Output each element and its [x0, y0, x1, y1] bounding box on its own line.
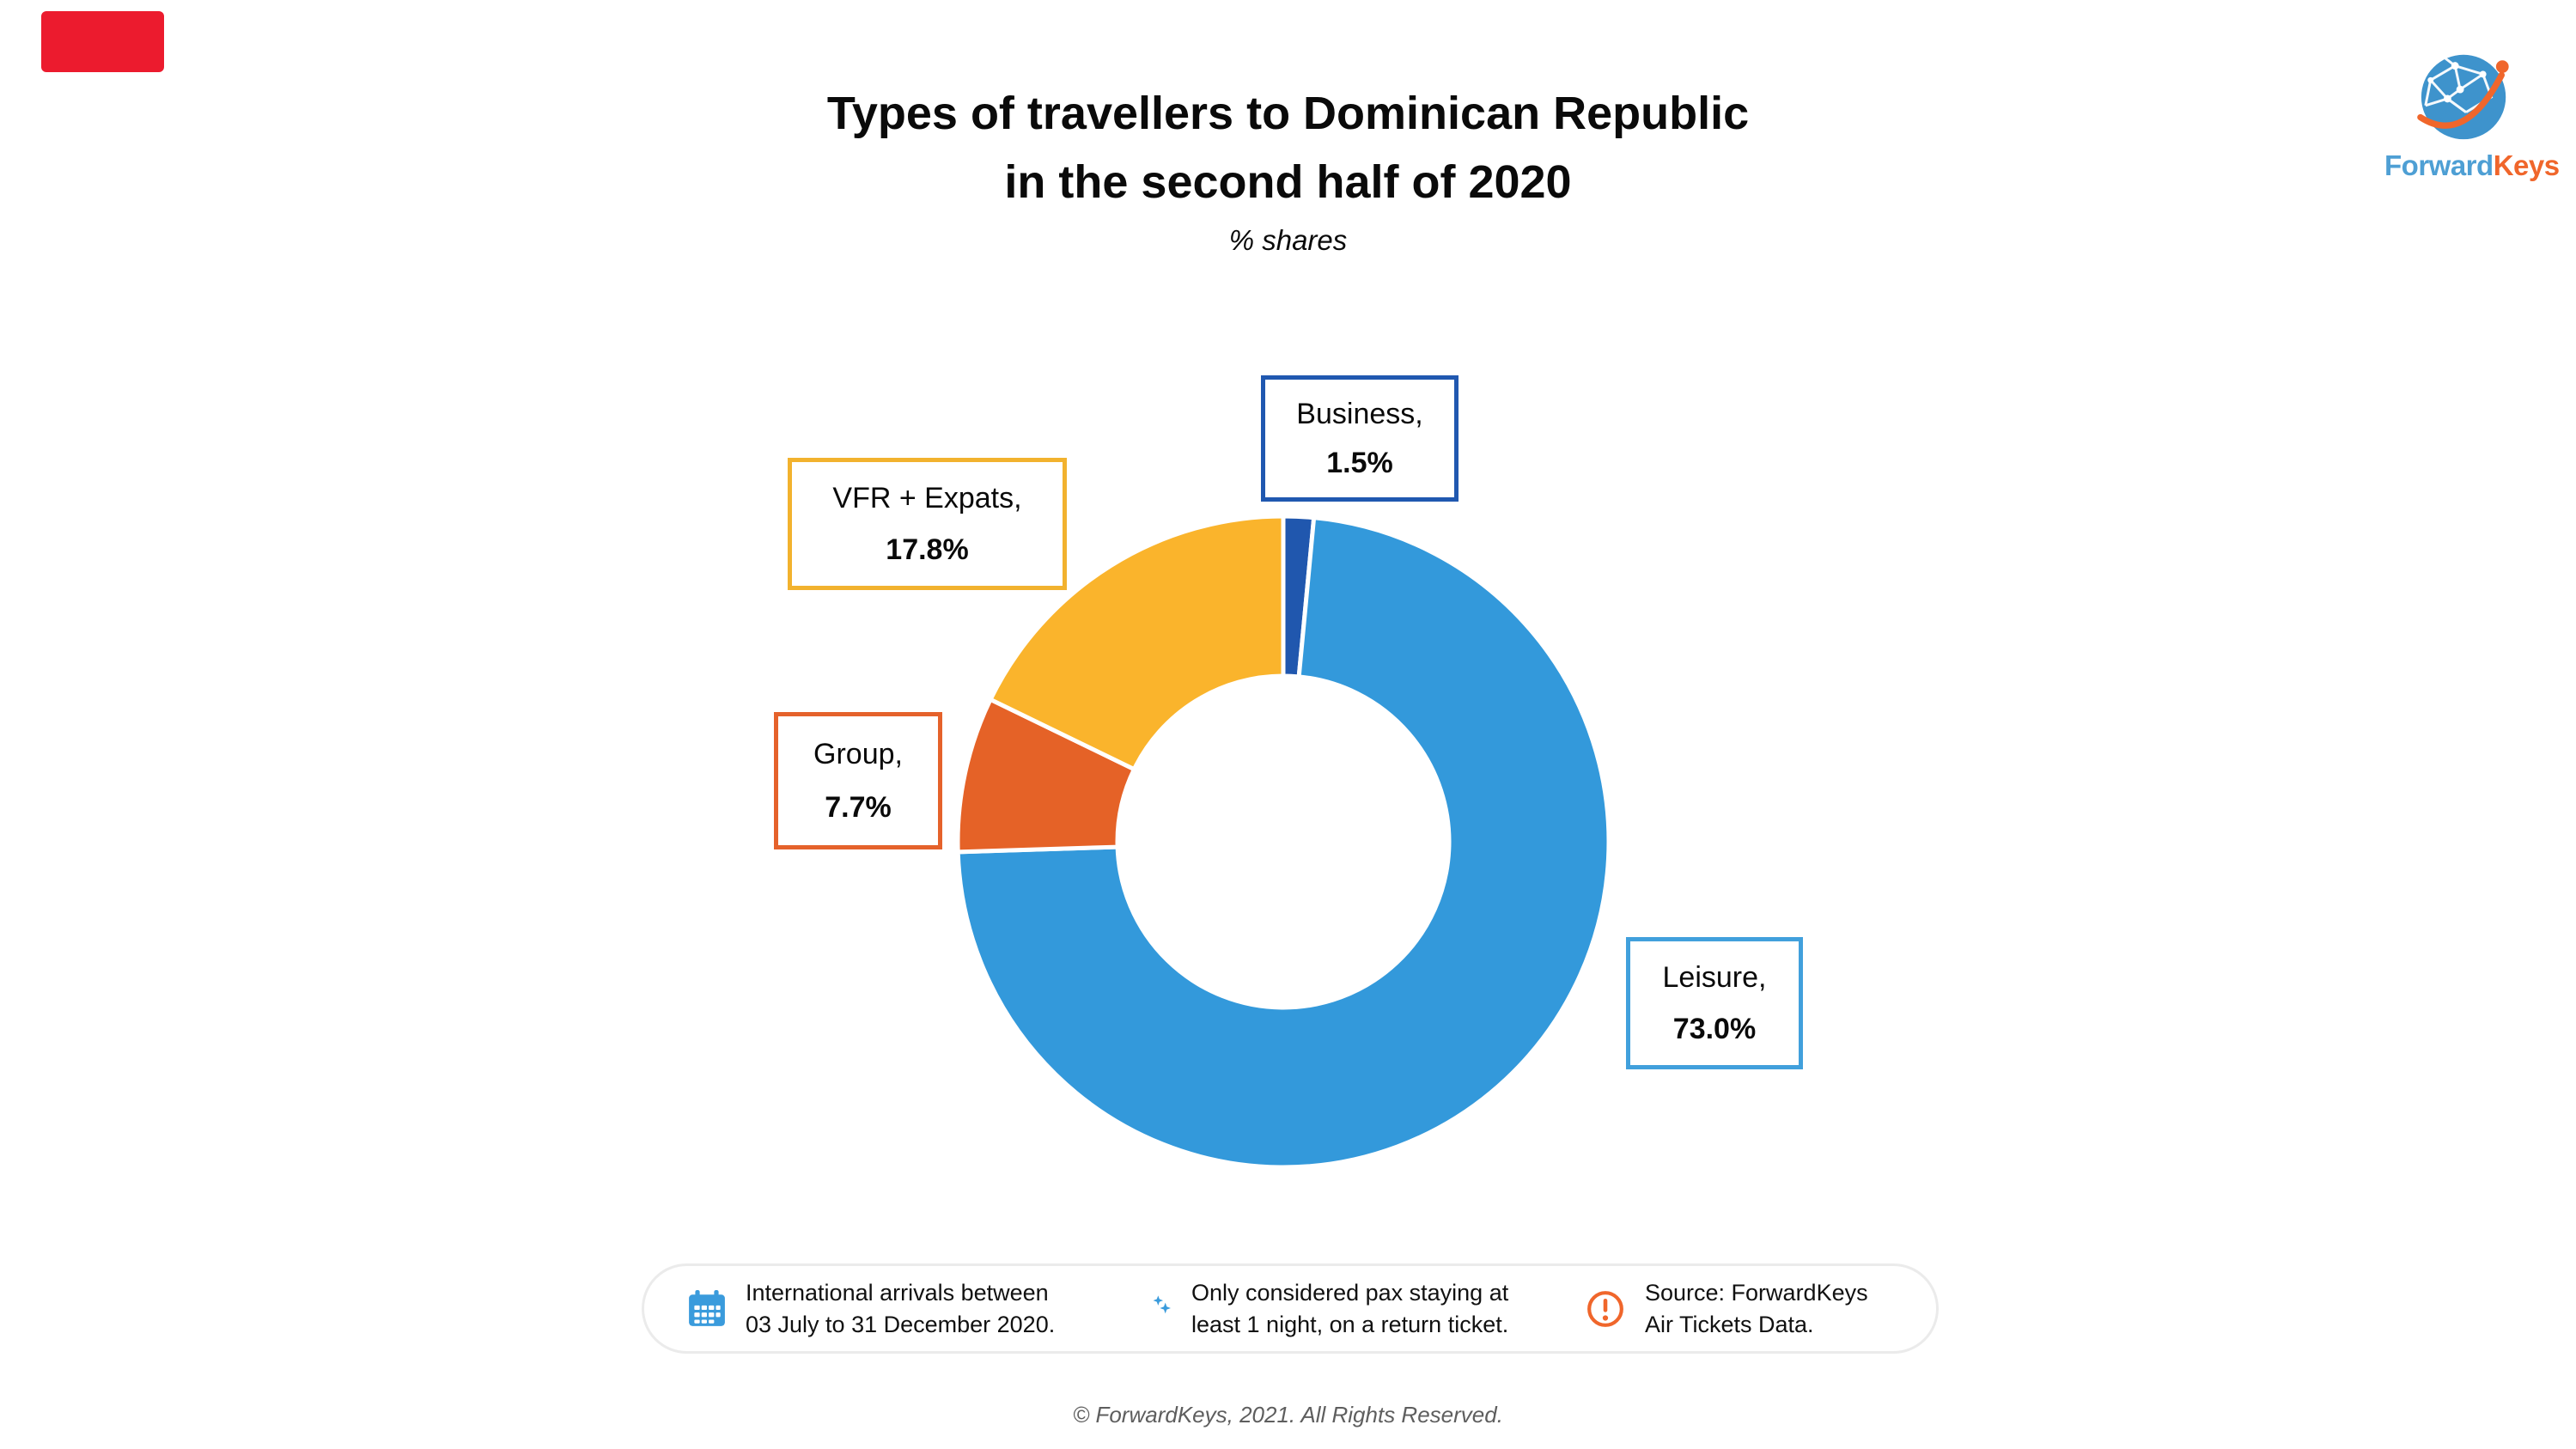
donut-slice-vfr-expats	[987, 514, 1286, 772]
callout-business-value: 1.5%	[1326, 447, 1393, 479]
note-stay-line2: least 1 night, on a return ticket.	[1191, 1311, 1509, 1337]
page-subtitle: % shares	[1228, 224, 1348, 256]
note-arrivals-line2: 03 July to 31 December 2020.	[746, 1311, 1056, 1337]
red-accent-bar	[41, 11, 164, 72]
callout-group-value: 7.7%	[825, 790, 892, 824]
footnotes-bar: International arrivals between 03 July t…	[642, 1263, 1939, 1354]
copyright-line: © ForwardKeys, 2021. All Rights Reserved…	[1073, 1402, 1503, 1428]
note-stay-line1: Only considered pax staying at	[1191, 1279, 1509, 1306]
callout-vfr-expats-value: 17.8%	[886, 533, 969, 566]
calendar-icon	[687, 1289, 727, 1329]
donut-chart-svg	[955, 514, 1611, 1170]
note-source-line2: Air Tickets Data.	[1645, 1311, 1814, 1337]
donut-slice-leisure	[955, 514, 1611, 1170]
page-title-line2: in the second half of 2020	[1004, 156, 1572, 208]
note-source: Source: ForwardKeys Air Tickets Data.	[1645, 1277, 1868, 1341]
callout-leisure: Leisure, 73.0%	[1626, 937, 1803, 1069]
forwardkeys-logo: ForwardKeys	[2384, 45, 2560, 182]
moon-icon	[1132, 1289, 1172, 1329]
page-title-line1: Types of travellers to Dominican Republi…	[826, 88, 1750, 139]
title-block: Types of travellers to Dominican Republi…	[0, 79, 2576, 259]
note-arrivals: International arrivals between 03 July t…	[746, 1277, 1055, 1341]
logo-text: ForwardKeys	[2384, 149, 2560, 182]
logo-text-forward: Forward	[2384, 149, 2494, 181]
callout-leisure-value: 73.0%	[1672, 1012, 1757, 1045]
callout-vfr-expats: VFR + Expats, 17.8%	[788, 458, 1067, 590]
callout-group-label: Group,	[813, 738, 903, 771]
donut-chart	[955, 514, 1611, 1170]
warning-icon	[1586, 1289, 1625, 1329]
logo-text-keys: Keys	[2493, 149, 2560, 181]
note-source-line1: Source: ForwardKeys	[1645, 1279, 1868, 1306]
callout-leisure-label: Leisure,	[1662, 961, 1767, 995]
callout-vfr-expats-label: VFR + Expats,	[832, 482, 1022, 515]
note-stay: Only considered pax staying at least 1 n…	[1191, 1277, 1508, 1341]
callout-business-label: Business,	[1296, 398, 1423, 430]
globe-icon	[2384, 45, 2548, 146]
note-arrivals-line1: International arrivals between	[746, 1279, 1049, 1306]
callout-business: Business, 1.5%	[1261, 375, 1459, 502]
callout-group: Group, 7.7%	[774, 712, 942, 849]
